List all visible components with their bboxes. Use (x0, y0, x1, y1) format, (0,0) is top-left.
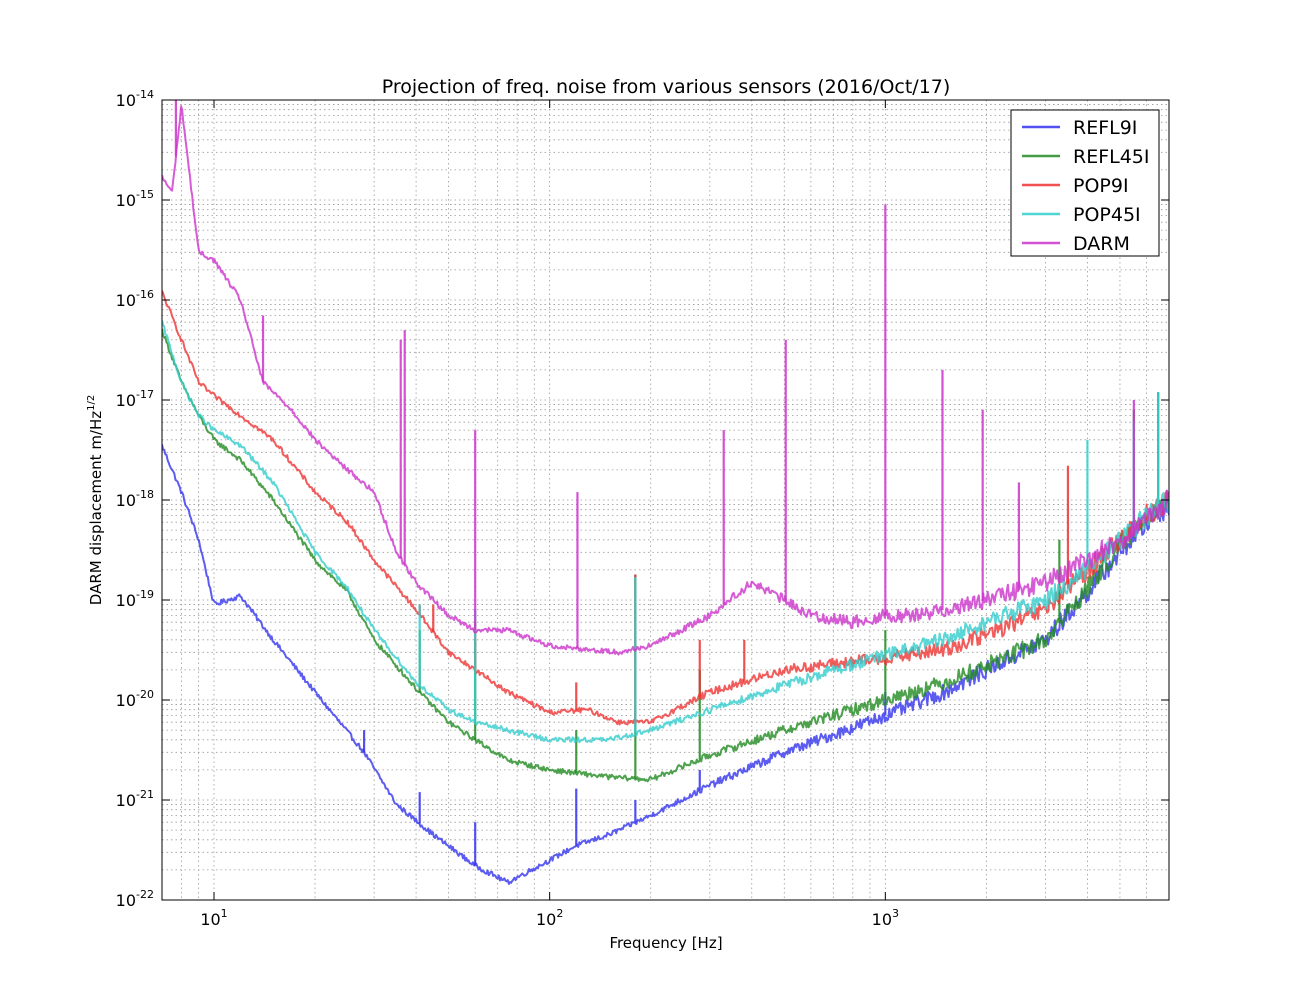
y-tick-label: 10-19 (116, 588, 154, 610)
grid-lines (162, 100, 1169, 900)
y-tick-label-base: 10 (116, 691, 136, 710)
series-line-pop45i (162, 320, 1169, 744)
y-tick-label-base: 10 (116, 391, 136, 410)
x-tick-labels: 101 102 103 (200, 907, 899, 929)
y-tick-labels: 10-2210-2110-2010-1910-1810-1710-1610-15… (116, 88, 154, 910)
x-tick-label-base: 10 (872, 910, 892, 929)
x-tick-label-base: 10 (536, 910, 556, 929)
y-tick-label: 10-20 (116, 688, 154, 710)
y-tick-label-base: 10 (116, 291, 136, 310)
y-axis-label-main: DARM displacement m/Hz (87, 411, 105, 605)
y-tick-label-base: 10 (116, 91, 136, 110)
x-tick-label-exponent: 2 (556, 907, 563, 920)
x-tick-label: 101 (200, 907, 227, 929)
y-tick-label: 10-15 (116, 188, 154, 210)
tick-marks (162, 99, 1169, 901)
series-refl9i (162, 444, 1169, 885)
x-tick-label-exponent: 1 (221, 907, 228, 920)
legend-label-pop9i: POP9I (1073, 175, 1129, 197)
y-tick-label-base: 10 (116, 591, 136, 610)
series-darm (162, 100, 1169, 656)
x-tick-label: 103 (872, 907, 899, 929)
series-line-darm (162, 105, 1169, 656)
y-tick-label: 10-16 (116, 288, 154, 310)
y-tick-label-exponent: -14 (136, 88, 154, 101)
y-tick-label-base: 10 (116, 791, 136, 810)
y-tick-label-exponent: -15 (136, 188, 154, 201)
legend-label-refl9i: REFL9I (1073, 117, 1137, 139)
y-axis-label: DARM displacement m/Hz1/2 (86, 395, 105, 605)
y-tick-label: 10-21 (116, 788, 154, 810)
y-tick-label-exponent: -20 (136, 688, 154, 701)
chart-title: Projection of freq. noise from various s… (382, 76, 951, 98)
y-tick-label-base: 10 (116, 191, 136, 210)
y-tick-label-exponent: -16 (136, 288, 154, 301)
y-tick-label: 10-14 (116, 88, 154, 110)
y-tick-label-exponent: -19 (136, 588, 154, 601)
y-tick-label-exponent: -21 (136, 788, 154, 801)
y-tick-label-exponent: -17 (136, 388, 154, 401)
series-line-refl45i (162, 328, 1169, 783)
x-tick-label-exponent: 3 (892, 907, 899, 920)
x-tick-label-base: 10 (200, 910, 220, 929)
x-tick-label: 102 (536, 907, 563, 929)
legend-label-darm: DARM (1073, 233, 1130, 255)
y-tick-label-base: 10 (116, 491, 136, 510)
y-axis-label-exponent: 1/2 (86, 395, 97, 411)
y-tick-label: 10-17 (116, 388, 154, 410)
legend-box (1010, 109, 1160, 257)
y-tick-label: 10-22 (116, 888, 154, 910)
x-axis-label: Frequency [Hz] (609, 934, 722, 952)
legend-label-refl45i: REFL45I (1073, 146, 1150, 168)
y-tick-label-exponent: -18 (136, 488, 154, 501)
legend-label-pop45i: POP45I (1073, 204, 1141, 226)
y-tick-label-base: 10 (116, 891, 136, 910)
series-line-refl9i (162, 444, 1169, 885)
y-tick-label: 10-18 (116, 488, 154, 510)
y-axis-label-group: DARM displacement m/Hz1/2 (86, 395, 105, 605)
legend: REFL9I REFL45I POP9I POP45I DARM (1010, 109, 1160, 257)
series-layer (162, 100, 1169, 885)
y-tick-label-exponent: -22 (136, 888, 154, 901)
